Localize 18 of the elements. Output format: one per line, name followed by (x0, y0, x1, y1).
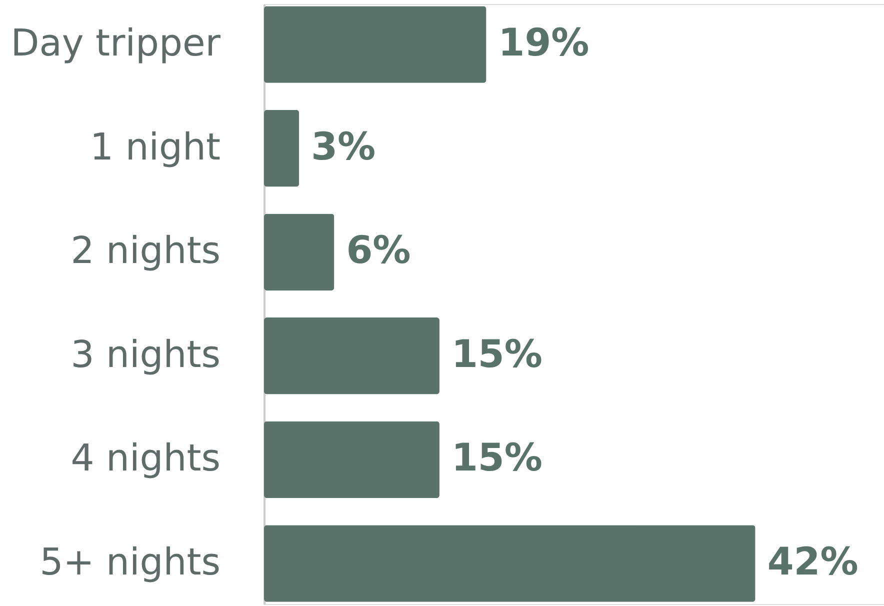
data-label: 42% (767, 540, 858, 584)
data-label: 3% (311, 124, 376, 168)
bar (264, 317, 440, 394)
y-tick-label: 4 nights (70, 436, 220, 480)
y-tick-label: 1 night (90, 125, 220, 168)
data-label: 15% (451, 332, 542, 376)
bar (264, 525, 756, 602)
y-tick-label: 2 nights (70, 229, 220, 272)
data-label: 15% (451, 436, 542, 480)
y-tick-label: 3 nights (70, 332, 220, 376)
y-tick-label: Day tripper (10, 21, 222, 64)
y-tick-label: 5+ nights (40, 540, 220, 584)
bar (264, 110, 300, 187)
data-label: 19% (498, 20, 590, 64)
bar (264, 214, 334, 291)
data-label: 6% (346, 228, 411, 272)
bar (264, 421, 440, 498)
bar (264, 6, 486, 83)
